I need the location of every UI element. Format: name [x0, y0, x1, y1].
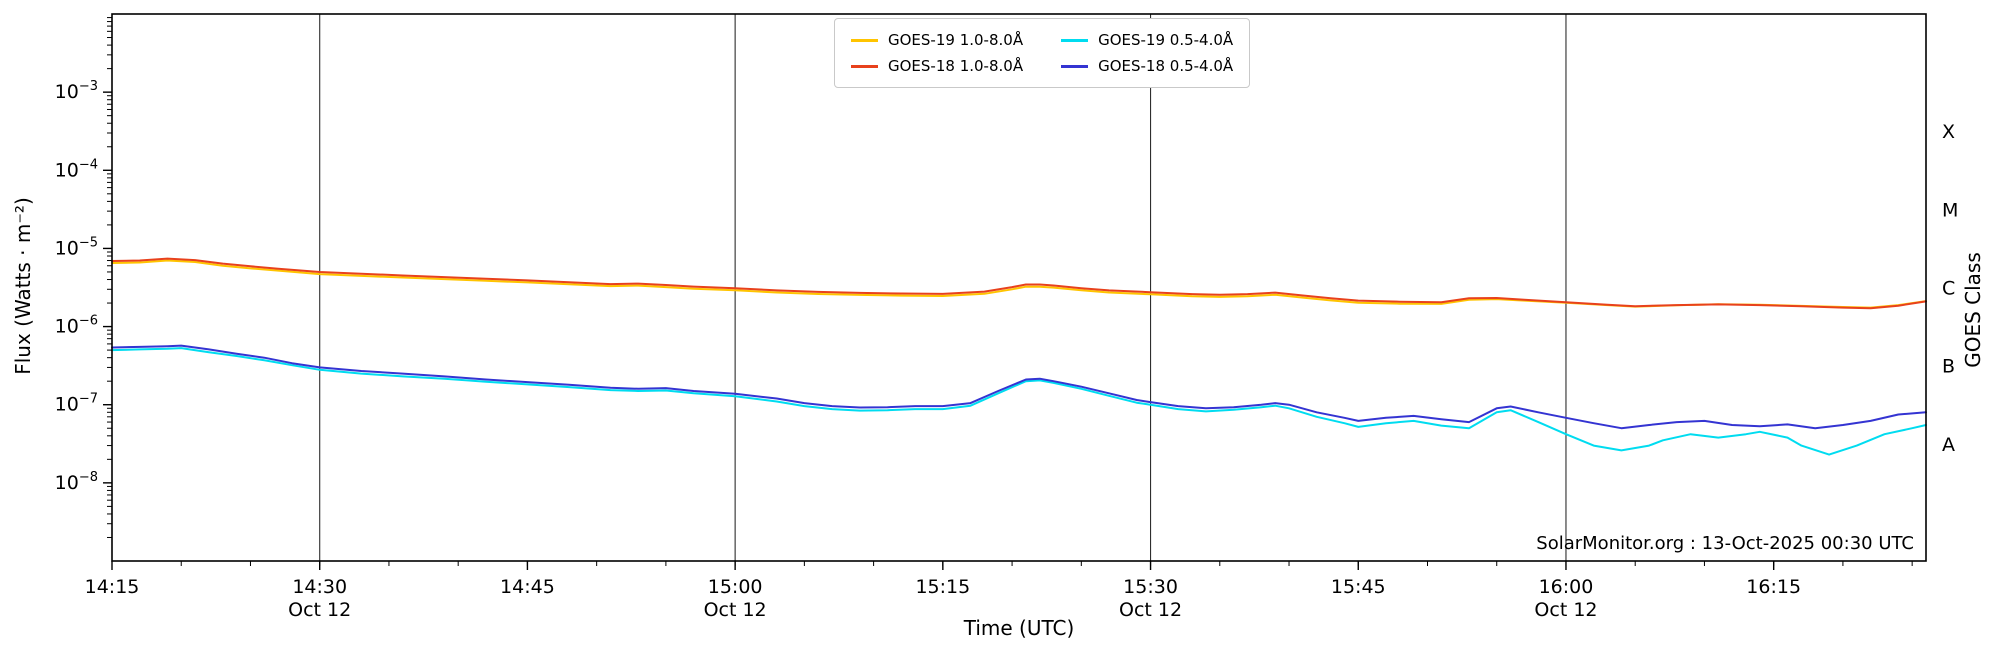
- legend-swatch-goes18-short: [1061, 64, 1089, 68]
- y-tick-label: 10−8: [55, 470, 98, 494]
- y-tick-label: 10−6: [55, 314, 98, 338]
- goes-class-label-b: B: [1942, 356, 1955, 378]
- goes-class-label-m: M: [1942, 199, 1958, 221]
- x-tick-label: 16:00: [1539, 576, 1594, 598]
- x-tick-label: 14:15: [85, 576, 140, 598]
- legend-label: GOES-18 1.0-8.0Å: [888, 57, 1024, 75]
- x-tick-sublabel: Oct 12: [1119, 599, 1182, 621]
- legend-item-goes18-long: GOES-18 1.0-8.0Å: [851, 53, 1023, 79]
- x-axis-label: Time (UTC): [963, 616, 1075, 640]
- goes-class-label-x: X: [1942, 121, 1955, 143]
- legend-swatch-goes18-long: [851, 64, 878, 68]
- series-line-goes19-long: [111, 259, 1927, 309]
- watermark: SolarMonitor.org : 13-Oct-2025 00:30 UTC: [1536, 533, 1914, 554]
- y-axis-label: Flux (Watts · m⁻²): [11, 197, 35, 375]
- series-line-goes18-short: [111, 344, 1927, 430]
- goes-class-label-c: C: [1942, 278, 1955, 300]
- x-tick-label: 16:15: [1746, 576, 1801, 598]
- x-tick-label: 15:30: [1123, 576, 1178, 598]
- right-axis-label: GOES Class: [1961, 252, 1985, 368]
- x-tick-label: 15:00: [708, 576, 763, 598]
- legend-item-goes19-long: GOES-19 1.0-8.0Å: [851, 27, 1023, 53]
- x-tick-label: 15:15: [915, 576, 970, 598]
- legend-label: GOES-18 0.5-4.0Å: [1098, 57, 1234, 75]
- legend-swatch-goes19-long: [851, 38, 878, 42]
- series-line-goes18-long: [111, 257, 1927, 310]
- legend-swatch-goes19-short: [1061, 38, 1089, 42]
- legend: GOES-19 1.0-8.0Å GOES-18 1.0-8.0Å GOES-1…: [834, 18, 1251, 88]
- x-tick-label: 15:45: [1331, 576, 1386, 598]
- x-tick-label: 14:30: [292, 576, 347, 598]
- legend-item-goes19-short: GOES-19 0.5-4.0Å: [1061, 27, 1233, 53]
- x-tick-sublabel: Oct 12: [1534, 599, 1597, 621]
- series-line-goes19-short: [111, 347, 1927, 456]
- goes-class-label-a: A: [1942, 434, 1955, 456]
- y-tick-label: 10−4: [55, 157, 98, 181]
- legend-label: GOES-19 0.5-4.0Å: [1098, 31, 1234, 49]
- x-tick-sublabel: Oct 12: [704, 599, 767, 621]
- x-tick-label: 14:45: [500, 576, 555, 598]
- x-tick-sublabel: Oct 12: [288, 599, 351, 621]
- legend-label: GOES-19 1.0-8.0Å: [888, 31, 1024, 49]
- y-tick-label: 10−7: [55, 392, 98, 416]
- y-tick-label: 10−3: [55, 79, 98, 103]
- plot-frame: [111, 13, 1927, 562]
- y-tick-label: 10−5: [55, 235, 98, 259]
- legend-item-goes18-short: GOES-18 0.5-4.0Å: [1061, 53, 1233, 79]
